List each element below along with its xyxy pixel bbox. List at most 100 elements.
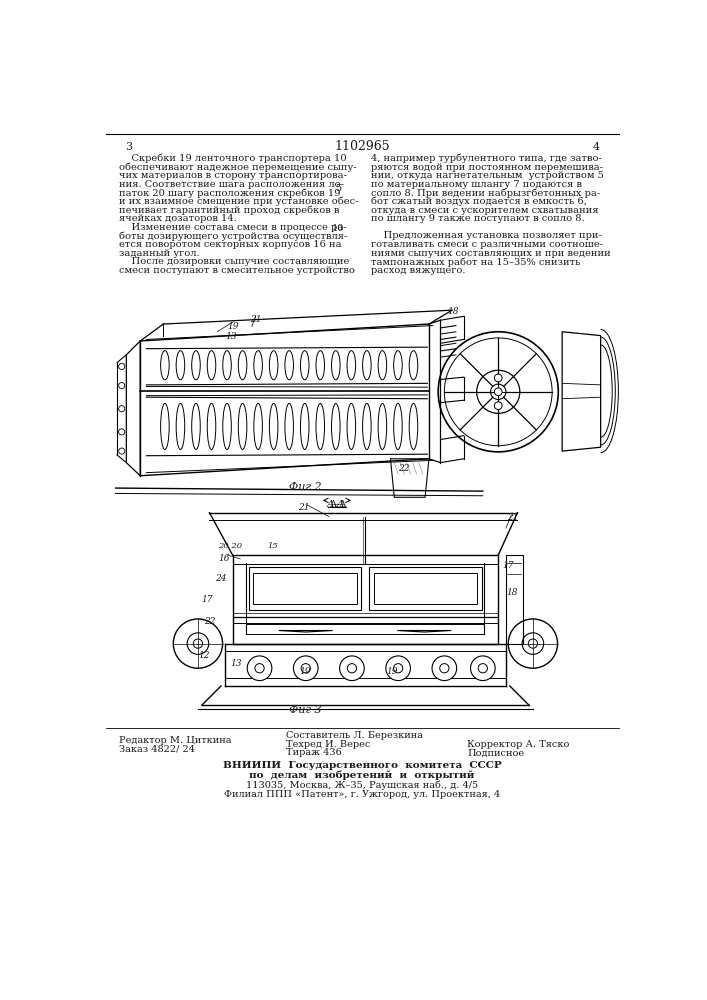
Text: смеси поступают в смесительное устройство: смеси поступают в смесительное устройств… bbox=[119, 266, 356, 275]
Text: Подписное: Подписное bbox=[467, 748, 525, 757]
Text: 18: 18 bbox=[506, 588, 518, 597]
Text: печивает гарантийный проход скребков в: печивает гарантийный проход скребков в bbox=[119, 206, 340, 215]
Bar bbox=[253, 573, 356, 604]
Text: 10: 10 bbox=[332, 224, 344, 233]
Circle shape bbox=[293, 656, 318, 681]
Text: 19: 19 bbox=[227, 322, 239, 331]
Text: по материальному шлангу 7 подаются в: по материальному шлангу 7 подаются в bbox=[371, 180, 582, 189]
Ellipse shape bbox=[332, 403, 340, 449]
Ellipse shape bbox=[394, 351, 402, 380]
Circle shape bbox=[247, 656, 272, 681]
Bar bbox=[249, 567, 361, 610]
Text: Фиг 3: Фиг 3 bbox=[289, 705, 322, 715]
Ellipse shape bbox=[238, 351, 247, 380]
Text: 21: 21 bbox=[507, 513, 518, 522]
Text: A-A: A-A bbox=[329, 500, 346, 509]
Text: ячейках дозаторов 14.: ячейках дозаторов 14. bbox=[119, 214, 237, 223]
Text: по  делам  изобретений  и  открытий: по делам изобретений и открытий bbox=[250, 771, 474, 780]
Text: Тираж 436: Тираж 436 bbox=[286, 748, 342, 757]
Ellipse shape bbox=[316, 403, 325, 449]
Text: 20 20: 20 20 bbox=[218, 542, 242, 550]
Text: Филиал ППП «Патент», г. Ужгород, ул. Проектная, 4: Филиал ППП «Патент», г. Ужгород, ул. Про… bbox=[224, 790, 500, 799]
Circle shape bbox=[394, 664, 403, 673]
Text: 17: 17 bbox=[503, 561, 515, 570]
Text: 4: 4 bbox=[592, 142, 600, 152]
Circle shape bbox=[255, 664, 264, 673]
Ellipse shape bbox=[409, 351, 418, 380]
Circle shape bbox=[119, 429, 125, 435]
Ellipse shape bbox=[363, 351, 371, 380]
Circle shape bbox=[471, 656, 495, 681]
Text: Редактор М. Циткина: Редактор М. Циткина bbox=[119, 736, 232, 745]
Text: ВНИИПИ  Государственного  комитета  СССР: ВНИИПИ Государственного комитета СССР bbox=[223, 761, 501, 770]
Text: 24: 24 bbox=[215, 574, 226, 583]
Bar bbox=[369, 567, 482, 610]
Circle shape bbox=[119, 363, 125, 369]
Ellipse shape bbox=[394, 403, 402, 449]
Circle shape bbox=[440, 664, 449, 673]
Ellipse shape bbox=[207, 351, 216, 380]
Ellipse shape bbox=[363, 403, 371, 449]
Text: ниями сыпучих составляющих и при ведении: ниями сыпучих составляющих и при ведении bbox=[371, 249, 611, 258]
Ellipse shape bbox=[332, 351, 340, 380]
Ellipse shape bbox=[409, 403, 418, 449]
Text: 15: 15 bbox=[267, 542, 278, 550]
Text: чих материалов в сторону транспортирова-: чих материалов в сторону транспортирова- bbox=[119, 171, 347, 180]
Text: откуда в смеси с ускорителем схватывания: откуда в смеси с ускорителем схватывания bbox=[371, 206, 599, 215]
Text: 19: 19 bbox=[387, 667, 398, 676]
Text: сопло 8. При ведении набрызгбетонных ра-: сопло 8. При ведении набрызгбетонных ра- bbox=[371, 188, 600, 198]
Ellipse shape bbox=[300, 351, 309, 380]
Circle shape bbox=[301, 664, 310, 673]
Text: нии, откуда нагнетательным  устройством 5: нии, откуда нагнетательным устройством 5 bbox=[371, 171, 604, 180]
Text: 21: 21 bbox=[250, 315, 261, 324]
Text: Изменение состава смеси в процессе ра-: Изменение состава смеси в процессе ра- bbox=[119, 223, 347, 232]
Text: 22: 22 bbox=[204, 617, 216, 626]
Text: по шлангу 9 также поступают в сопло 8.: по шлангу 9 также поступают в сопло 8. bbox=[371, 214, 585, 223]
Text: Корректор А. Тяско: Корректор А. Тяско bbox=[467, 740, 570, 749]
Ellipse shape bbox=[192, 351, 200, 380]
Text: Скребки 19 ленточного транспортера 10: Скребки 19 ленточного транспортера 10 bbox=[119, 154, 347, 163]
Ellipse shape bbox=[223, 351, 231, 380]
Ellipse shape bbox=[254, 351, 262, 380]
Bar bbox=[373, 573, 477, 604]
Ellipse shape bbox=[160, 351, 169, 380]
Ellipse shape bbox=[176, 403, 185, 449]
Text: расход вяжущего.: расход вяжущего. bbox=[371, 266, 466, 275]
Text: После дозировки сыпучие составляющие: После дозировки сыпучие составляющие bbox=[119, 257, 350, 266]
Text: готавливать смеси с различными соотноше-: готавливать смеси с различными соотноше- bbox=[371, 240, 603, 249]
Ellipse shape bbox=[223, 403, 231, 449]
Text: заданный угол.: заданный угол. bbox=[119, 249, 200, 258]
Text: 3: 3 bbox=[125, 142, 132, 152]
Text: 17: 17 bbox=[201, 595, 214, 604]
Ellipse shape bbox=[378, 351, 387, 380]
Text: 21: 21 bbox=[298, 503, 310, 512]
Text: 12: 12 bbox=[198, 651, 209, 660]
Text: 19: 19 bbox=[300, 667, 311, 676]
Text: 1102965: 1102965 bbox=[334, 140, 390, 153]
Text: Предложенная установка позволяет при-: Предложенная установка позволяет при- bbox=[371, 231, 602, 240]
Ellipse shape bbox=[207, 403, 216, 449]
Circle shape bbox=[494, 388, 502, 396]
Circle shape bbox=[119, 383, 125, 389]
Ellipse shape bbox=[254, 403, 262, 449]
Text: A-A: A-A bbox=[327, 500, 346, 509]
Text: Фиг 2: Фиг 2 bbox=[289, 482, 322, 492]
Text: 22: 22 bbox=[398, 464, 409, 473]
Text: тампонажных работ на 15–35% снизить: тампонажных работ на 15–35% снизить bbox=[371, 257, 580, 267]
Ellipse shape bbox=[160, 403, 169, 449]
Circle shape bbox=[432, 656, 457, 681]
Polygon shape bbox=[279, 631, 333, 632]
Circle shape bbox=[119, 448, 125, 454]
Text: боты дозирующего устройства осуществля-: боты дозирующего устройства осуществля- bbox=[119, 231, 348, 241]
Ellipse shape bbox=[300, 403, 309, 449]
Text: 113035, Москва, Ж–35, Раушская наб., д. 4/5: 113035, Москва, Ж–35, Раушская наб., д. … bbox=[246, 781, 478, 790]
Ellipse shape bbox=[378, 403, 387, 449]
Text: ния. Соответствие шага расположения ло-: ния. Соответствие шага расположения ло- bbox=[119, 180, 344, 189]
Ellipse shape bbox=[347, 351, 356, 380]
Text: 4, например турбулентного типа, где затво-: 4, например турбулентного типа, где затв… bbox=[371, 154, 602, 163]
Circle shape bbox=[339, 656, 364, 681]
Circle shape bbox=[494, 402, 502, 410]
Ellipse shape bbox=[269, 351, 278, 380]
Text: Техред И. Верес: Техред И. Верес bbox=[286, 740, 371, 749]
Text: 18: 18 bbox=[448, 307, 459, 316]
